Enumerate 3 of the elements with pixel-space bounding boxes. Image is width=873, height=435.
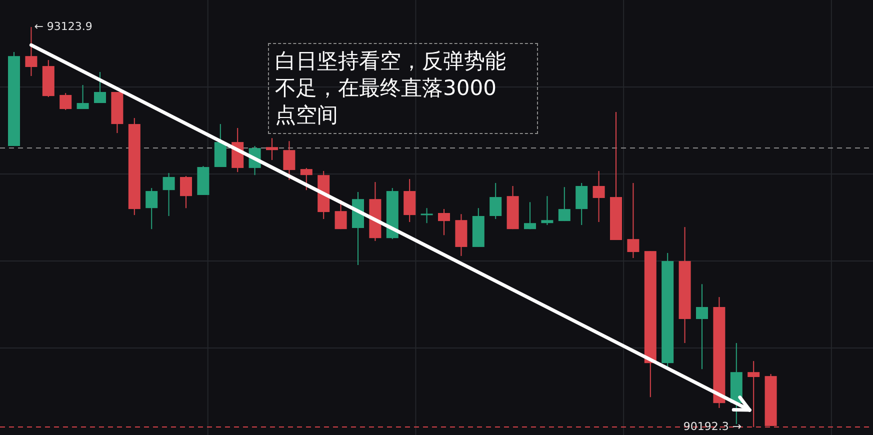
annotation: ← 93123.9	[34, 20, 92, 34]
annotation: 90192.3 →	[683, 420, 742, 434]
annotation: 白日坚持看空，反弹势能不足，在最终直落3000点空间	[268, 43, 538, 134]
